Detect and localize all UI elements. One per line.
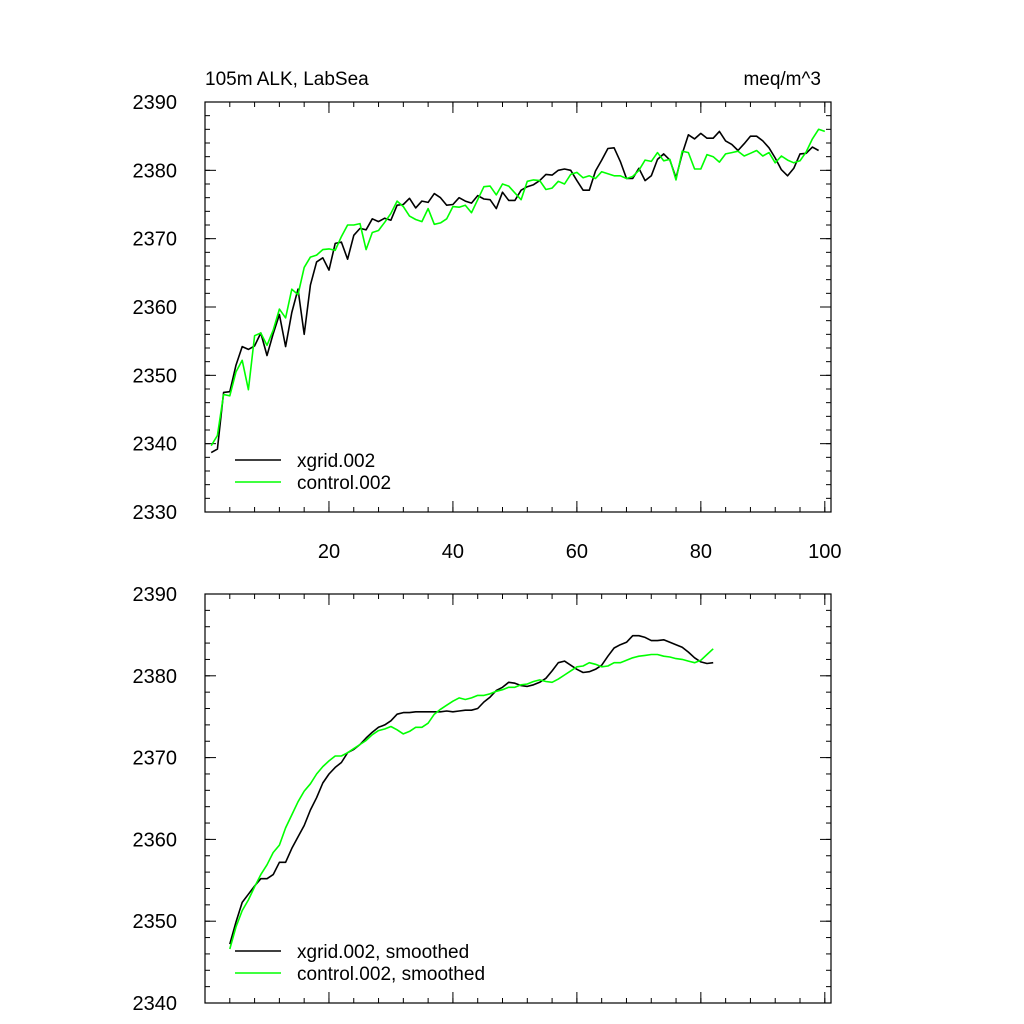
y-tick-label: 2350	[133, 365, 178, 387]
x-tick-label: 20	[318, 541, 340, 563]
series-line-control	[229, 648, 714, 950]
chart-panel-2: 2340 2350 2360 2370 2380 2390 xgrid.002, smoot…	[133, 584, 832, 1015]
series-line-xgrid	[210, 130, 819, 454]
legend-label: control.002	[297, 473, 391, 494]
y-tick-label: 2370	[133, 229, 178, 251]
chart-title: 105m ALK, LabSea	[205, 69, 369, 90]
x-tick-label: 40	[442, 541, 464, 563]
legend-label: control.002, smoothed	[297, 964, 485, 985]
y-tick-label: 2360	[133, 829, 178, 851]
series-line-control	[210, 128, 826, 447]
y-tick-label: 2380	[133, 160, 178, 182]
y-tick-label: 2390	[133, 92, 178, 114]
x-tick-label: 60	[566, 541, 588, 563]
y-tick-label: 2360	[133, 297, 178, 319]
y-tick-label: 2370	[133, 748, 178, 770]
legend-label: xgrid.002	[297, 451, 375, 472]
y-tick-label: 2330	[133, 502, 178, 524]
series-line-xgrid	[229, 634, 714, 945]
y-tick-label: 2390	[133, 584, 178, 606]
chart-panel-1: 2330 2340 2350 2360 2370 2380 2390 20 40 60 80 100 1…	[133, 69, 842, 563]
units-label: meq/m^3	[743, 69, 821, 90]
y-tick-label: 2350	[133, 911, 178, 933]
y-tick-label: 2340	[133, 993, 178, 1015]
plot-frame	[204, 593, 832, 1004]
y-tick-label: 2340	[133, 434, 178, 456]
x-tick-label: 80	[690, 541, 712, 563]
x-tick-label: 100	[808, 541, 841, 563]
y-tick-label: 2380	[133, 666, 178, 688]
legend-label: xgrid.002, smoothed	[297, 942, 469, 963]
